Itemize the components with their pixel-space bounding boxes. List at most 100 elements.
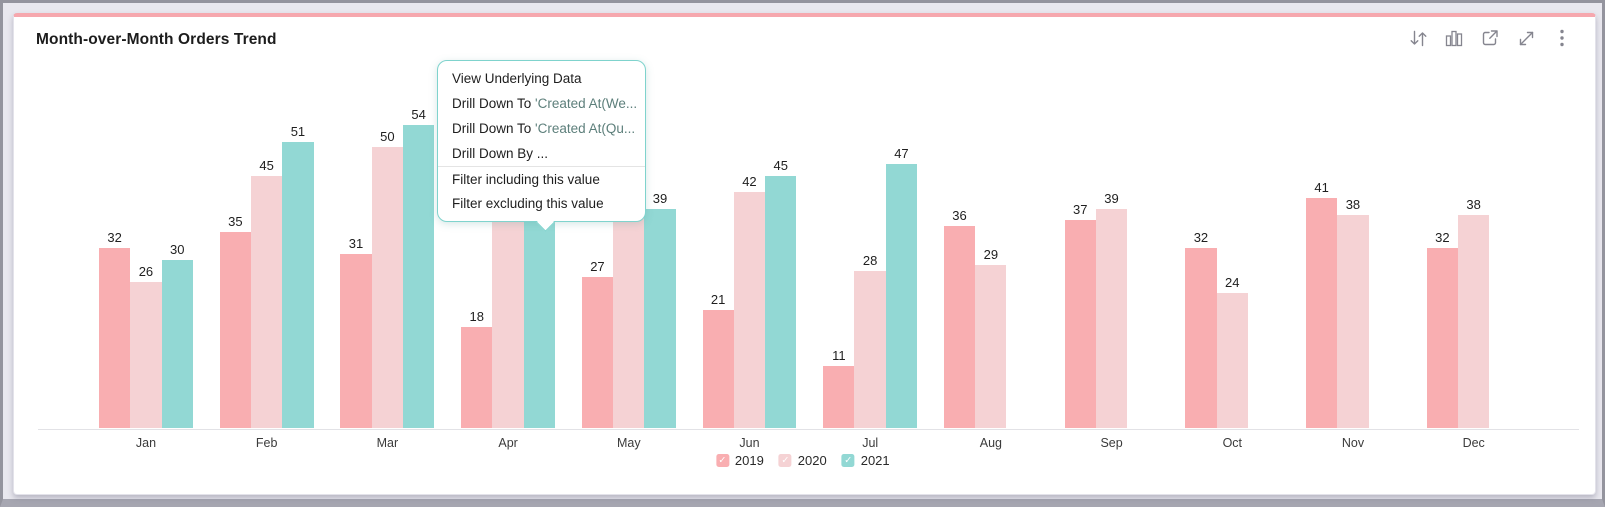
bar-value-label: 18: [469, 309, 484, 324]
bar-value-label: 30: [170, 242, 185, 257]
menu-item-label-detail: 'Created At(We...: [535, 96, 638, 111]
bar-group-apr: 18 Apr: [461, 204, 555, 450]
bar-group-jul: 11 28 47 Jul: [823, 146, 918, 450]
menu-item-label: Drill Down To: [452, 121, 536, 136]
x-axis-label-jan: Jan: [135, 436, 157, 450]
bar-value-label: 29: [983, 247, 999, 262]
menu-item-label-detail: 'Created At(Qu...: [535, 121, 636, 136]
legend-label: 2021: [860, 453, 890, 468]
legend-item-2019[interactable]: ✓ 2019: [715, 453, 764, 468]
bar-value-label: 27: [590, 259, 605, 274]
bar-2020-oct[interactable]: 24: [1216, 275, 1248, 428]
bar-group-sep: 37 39 Sep: [1064, 191, 1159, 450]
bar-2021-apr[interactable]: [523, 209, 555, 428]
legend-item-2020[interactable]: ✓ 2020: [778, 453, 827, 468]
bar-group-may: 27 39 May: [581, 191, 676, 450]
bar-value-label: 36: [952, 208, 967, 223]
bar-value-label: 41: [1314, 180, 1329, 195]
menu-item-label: Drill Down To: [452, 96, 536, 111]
x-axis-label-apr: Apr: [498, 436, 518, 450]
bar-2021-mar[interactable]: 54: [402, 107, 435, 428]
bar-2019-apr[interactable]: 18: [461, 309, 493, 428]
bar-value-label: 11: [832, 348, 846, 363]
menu-item-filter-including[interactable]: Filter including this value: [438, 166, 645, 191]
bar-group-feb: 35 45 51 Feb: [219, 124, 314, 450]
x-axis-label-mar: Mar: [376, 436, 399, 450]
menu-item-label: Drill Down By ...: [452, 146, 549, 161]
bar-2020-aug[interactable]: 29: [975, 247, 1007, 428]
menu-item-label: View Underlying Data: [452, 71, 582, 86]
bar-2019-jul[interactable]: 11: [823, 348, 855, 428]
bar-2019-mar[interactable]: 31: [340, 236, 372, 428]
legend-item-2021[interactable]: ✓ 2021: [841, 453, 890, 468]
chart-widget-card: Month-over-Month Orders Trend: [13, 13, 1596, 495]
bar-value-label: 21: [710, 292, 726, 307]
page-title: Month-over-Month Orders Trend: [36, 31, 277, 48]
bar-2020-jun[interactable]: 42: [733, 174, 766, 428]
bar-2020-mar[interactable]: 50: [371, 129, 403, 428]
x-axis-label-aug: Aug: [979, 436, 1003, 450]
menu-item-drill-down-by[interactable]: Drill Down By ...: [438, 141, 645, 166]
x-axis-label-jul: Jul: [862, 436, 879, 450]
bar-value-label: 45: [773, 158, 788, 173]
bar-value-label: 54: [411, 107, 426, 122]
bar-2021-feb[interactable]: 51: [282, 124, 314, 428]
menu-item-view-underlying-data[interactable]: View Underlying Data: [438, 66, 645, 91]
bar-value-label: 24: [1225, 275, 1240, 290]
bar-value-label: 45: [259, 158, 274, 173]
bar-2019-dec[interactable]: 32: [1426, 230, 1458, 428]
bar-value-label: 37: [1073, 202, 1088, 217]
bar-value-label: 38: [1466, 197, 1481, 212]
bar-2021-jan[interactable]: 30: [161, 242, 193, 428]
expand-icon[interactable]: [1513, 25, 1539, 51]
bar-value-label: 35: [228, 214, 243, 229]
bar-2020-feb[interactable]: 45: [250, 158, 283, 428]
bar-value-label: 31: [348, 236, 364, 251]
bar-2019-sep[interactable]: 37: [1064, 202, 1096, 428]
bar-2019-jun[interactable]: 21: [702, 292, 734, 428]
bar-2020-nov[interactable]: 38: [1337, 197, 1369, 428]
bar-value-label: 47: [894, 146, 909, 161]
bar-2021-jul[interactable]: 47: [885, 146, 918, 428]
bar-2019-nov[interactable]: 41: [1306, 180, 1338, 428]
bar-group-oct: 32 24 Oct: [1185, 230, 1279, 450]
chart-legend: ✓ 2019 ✓ 2020 ✓ 2021: [715, 453, 890, 468]
bar-2019-aug[interactable]: 36: [943, 208, 976, 428]
x-axis-label-dec: Dec: [1462, 436, 1485, 450]
bar-2020-jul[interactable]: 28: [854, 253, 886, 428]
context-menu: View Underlying Data Drill Down To 'Crea…: [437, 60, 646, 232]
menu-item-drill-down-to-quarter[interactable]: Drill Down To 'Created At(Qu...: [438, 116, 645, 141]
menu-item-drill-down-to-week[interactable]: Drill Down To 'Created At(We...: [438, 91, 645, 116]
bar-value-label: 26: [138, 264, 154, 279]
menu-item-label: Filter excluding this value: [452, 196, 604, 211]
bar-2019-may[interactable]: 27: [581, 259, 614, 428]
bar-2019-feb[interactable]: 35: [219, 214, 251, 428]
sort-icon[interactable]: [1405, 25, 1431, 51]
more-options-icon[interactable]: [1549, 25, 1575, 51]
bar-2020-apr[interactable]: [492, 204, 524, 428]
bar-value-label: 28: [862, 253, 878, 268]
legend-checkbox-2019[interactable]: ✓: [715, 454, 729, 467]
x-axis-label-sep: Sep: [1100, 436, 1123, 450]
chart-type-icon[interactable]: [1441, 25, 1467, 51]
bar-group-jun: 21 42 45 Jun: [702, 158, 797, 450]
bar-value-label: 38: [1345, 197, 1361, 212]
x-axis-label-feb: Feb: [255, 436, 278, 450]
bar-2019-jan[interactable]: 32: [99, 230, 131, 428]
bar-2021-may[interactable]: 39: [644, 191, 676, 428]
bar-2020-may[interactable]: [613, 215, 645, 428]
bar-value-label: 51: [290, 124, 306, 139]
bar-2020-sep[interactable]: 39: [1095, 191, 1128, 428]
legend-label: 2020: [797, 453, 827, 468]
bar-2019-oct[interactable]: 32: [1185, 230, 1217, 428]
bar-2020-dec[interactable]: 38: [1457, 197, 1490, 428]
legend-checkbox-2020[interactable]: ✓: [778, 454, 792, 467]
bar-2021-jun[interactable]: 45: [765, 158, 797, 428]
bar-value-label: 39: [652, 191, 668, 206]
menu-item-label: Filter including this value: [452, 172, 600, 187]
legend-checkbox-2021[interactable]: ✓: [841, 454, 855, 467]
bar-2020-jan[interactable]: 26: [130, 264, 162, 428]
menu-item-filter-excluding[interactable]: Filter excluding this value: [438, 191, 645, 216]
open-in-new-icon[interactable]: [1477, 25, 1503, 51]
